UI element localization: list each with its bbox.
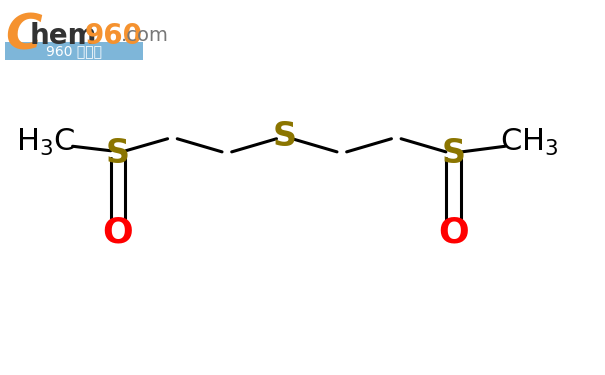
Text: 960: 960 [85, 22, 143, 50]
Text: H$_3$C: H$_3$C [16, 127, 75, 158]
Text: C: C [5, 12, 42, 60]
Text: S: S [272, 120, 296, 153]
Text: S: S [442, 137, 466, 170]
Text: 960 化工网: 960 化工网 [46, 44, 102, 58]
Text: .com: .com [121, 26, 169, 45]
Text: CH$_3$: CH$_3$ [500, 127, 558, 158]
Text: O: O [439, 216, 469, 249]
FancyBboxPatch shape [5, 42, 143, 60]
Text: hem: hem [30, 22, 97, 50]
Text: O: O [103, 216, 133, 249]
Text: S: S [106, 137, 130, 170]
